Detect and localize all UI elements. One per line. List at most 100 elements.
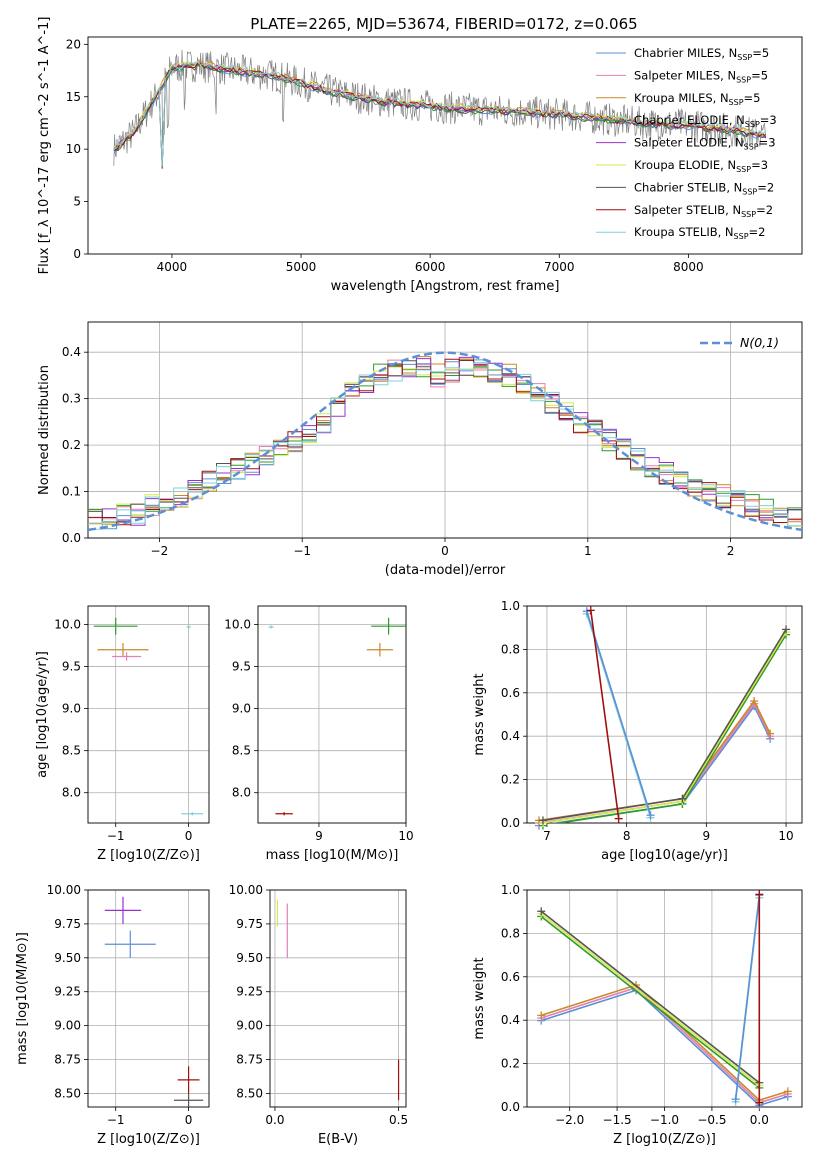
- y-tick-label: 0.2: [501, 773, 520, 787]
- axes-weight_vs_age: 7 8 9 10 0.0 0.2 0.4 0.6 0.8 1.0 age [log10(age/yr…: [472, 599, 803, 863]
- weight-line: [734, 895, 761, 1100]
- error-bar-point: [112, 652, 142, 661]
- x-tick-label: −2.0: [555, 1113, 584, 1127]
- y-tick-label: 0.4: [501, 1013, 520, 1027]
- axes-frame: [87, 605, 210, 824]
- y-tick-label: 0.2: [501, 1057, 520, 1071]
- x-tick-label: −1: [107, 1113, 125, 1127]
- x-tick-label: 6000: [415, 260, 446, 274]
- axes-age_vs_mass: 9 10 8.0 8.5 9.0 9.5 10.0 mass [log10(M/M⊙)]: [224, 605, 414, 863]
- y-tick-label: 10.0: [224, 618, 251, 632]
- y-tick-label: 9.5: [62, 660, 81, 674]
- y-tick-label: 0.3: [62, 392, 81, 406]
- y-tick-label: 0.6: [501, 686, 520, 700]
- error-bar-point: [181, 812, 204, 816]
- y-tick-label: 8.5: [62, 744, 81, 758]
- weight-line: [540, 913, 760, 1086]
- y-axis-label: age [log10(age/yr)]: [35, 651, 50, 778]
- x-tick-label: 0: [185, 1113, 193, 1127]
- x-tick-label: 8000: [673, 260, 704, 274]
- legend-entry: Chabrier STELIB, NSSP=2: [634, 180, 774, 196]
- error-bar-point: [275, 812, 293, 816]
- y-axis-label: Normed distribution: [37, 365, 52, 495]
- y-tick-label: 5: [73, 195, 81, 209]
- y-axis-label: mass [log10(M/M⊙)]: [15, 932, 30, 1065]
- y-tick-label: 10.00: [47, 883, 81, 897]
- error-bar-point: [177, 1066, 200, 1094]
- x-tick-label: 10: [778, 829, 793, 843]
- weight-marker: [582, 607, 591, 616]
- axes-age_vs_Z: −1 0 8.0 8.5 9.0 9.5 10.0 Z [log10(Z/Z⊙)] age [l…: [35, 605, 210, 863]
- x-tick-label: −2: [151, 544, 169, 558]
- y-tick-label: 0.0: [62, 531, 81, 545]
- error-bar-point: [104, 896, 142, 924]
- axes-frame: [87, 321, 803, 539]
- weight-line: [540, 989, 789, 1107]
- x-tick-label: 9: [703, 829, 711, 843]
- x-tick-label: 2: [727, 544, 735, 558]
- weight-line: [540, 984, 789, 1102]
- y-tick-label: 9.50: [54, 951, 81, 965]
- y-tick-label: 0.0: [501, 1100, 520, 1114]
- y-tick-label: 9.50: [236, 951, 263, 965]
- x-tick-label: −1: [293, 544, 311, 558]
- x-axis-label: Z [log10(Z/Z⊙)]: [97, 1132, 200, 1147]
- weight-marker: [782, 625, 791, 634]
- weight-marker: [783, 1087, 792, 1096]
- x-axis-label: wavelength [Angstrom, rest frame]: [331, 279, 560, 294]
- y-tick-label: 1.0: [501, 599, 520, 613]
- y-tick-label: 9.5: [232, 660, 251, 674]
- x-axis-label: Z [log10(Z/Z⊙)]: [97, 848, 200, 863]
- y-tick-label: 9.75: [236, 917, 263, 931]
- weight-line: [540, 986, 789, 1104]
- weight-line: [542, 631, 787, 823]
- x-tick-label: 0: [441, 544, 449, 558]
- weight-marker: [755, 890, 764, 899]
- x-axis-label: (data-model)/error: [385, 563, 506, 578]
- axes-frame: [526, 889, 803, 1108]
- y-axis-label: Flux [f_λ 10^-17 erg cm^-2 s^-1 A^-1]: [37, 17, 52, 275]
- y-tick-label: 9.25: [54, 985, 81, 999]
- x-tick-label: −1.5: [603, 1113, 632, 1127]
- x-tick-label: −1: [107, 829, 125, 843]
- x-tick-label: 0.0: [750, 1113, 769, 1127]
- axes-frame: [87, 36, 803, 255]
- residual-histogram: [88, 358, 802, 526]
- x-tick-label: 0: [185, 829, 193, 843]
- y-tick-label: 8.50: [54, 1086, 81, 1100]
- y-tick-label: 8.50: [236, 1086, 263, 1100]
- legend-entry: N(0,1): [740, 335, 779, 350]
- x-tick-label: 9: [315, 829, 323, 843]
- x-axis-label: Z [log10(Z/Z⊙)]: [613, 1132, 716, 1147]
- error-bar-point: [186, 625, 191, 629]
- error-bar-point: [174, 1093, 204, 1107]
- weight-line: [540, 910, 760, 1084]
- error-bar-point: [268, 625, 274, 629]
- axes-frame: [87, 889, 210, 1108]
- y-tick-label: 0.0: [501, 816, 520, 830]
- error-bar-point: [366, 643, 393, 657]
- y-tick-label: 8.0: [62, 786, 81, 800]
- weight-marker: [678, 794, 687, 803]
- figure-title: PLATE=2265, MJD=53674, FIBERID=0172, z=0…: [250, 15, 637, 33]
- weight-line: [586, 610, 652, 816]
- x-tick-label: 7: [543, 829, 551, 843]
- weight-line: [540, 915, 760, 1089]
- error-bar-point: [104, 930, 156, 958]
- weight-marker: [537, 907, 546, 916]
- y-tick-label: 15: [66, 90, 81, 104]
- error-bar-point: [93, 617, 138, 635]
- y-tick-label: 0.8: [501, 926, 520, 940]
- y-tick-label: 0.4: [62, 345, 81, 359]
- model-spectrum-line: [113, 64, 767, 169]
- model-spectrum-line: [113, 62, 767, 168]
- x-tick-label: 10: [398, 829, 413, 843]
- spectrum-legend: Chabrier MILES, NSSP=5 Salpeter MILES, NS…: [596, 46, 777, 241]
- data-spectrum: [113, 49, 766, 166]
- weight-marker: [614, 814, 623, 823]
- y-tick-label: 0.6: [501, 970, 520, 984]
- x-tick-label: 8: [623, 829, 631, 843]
- legend-entry: Chabrier ELODIE, NSSP=3: [634, 113, 777, 129]
